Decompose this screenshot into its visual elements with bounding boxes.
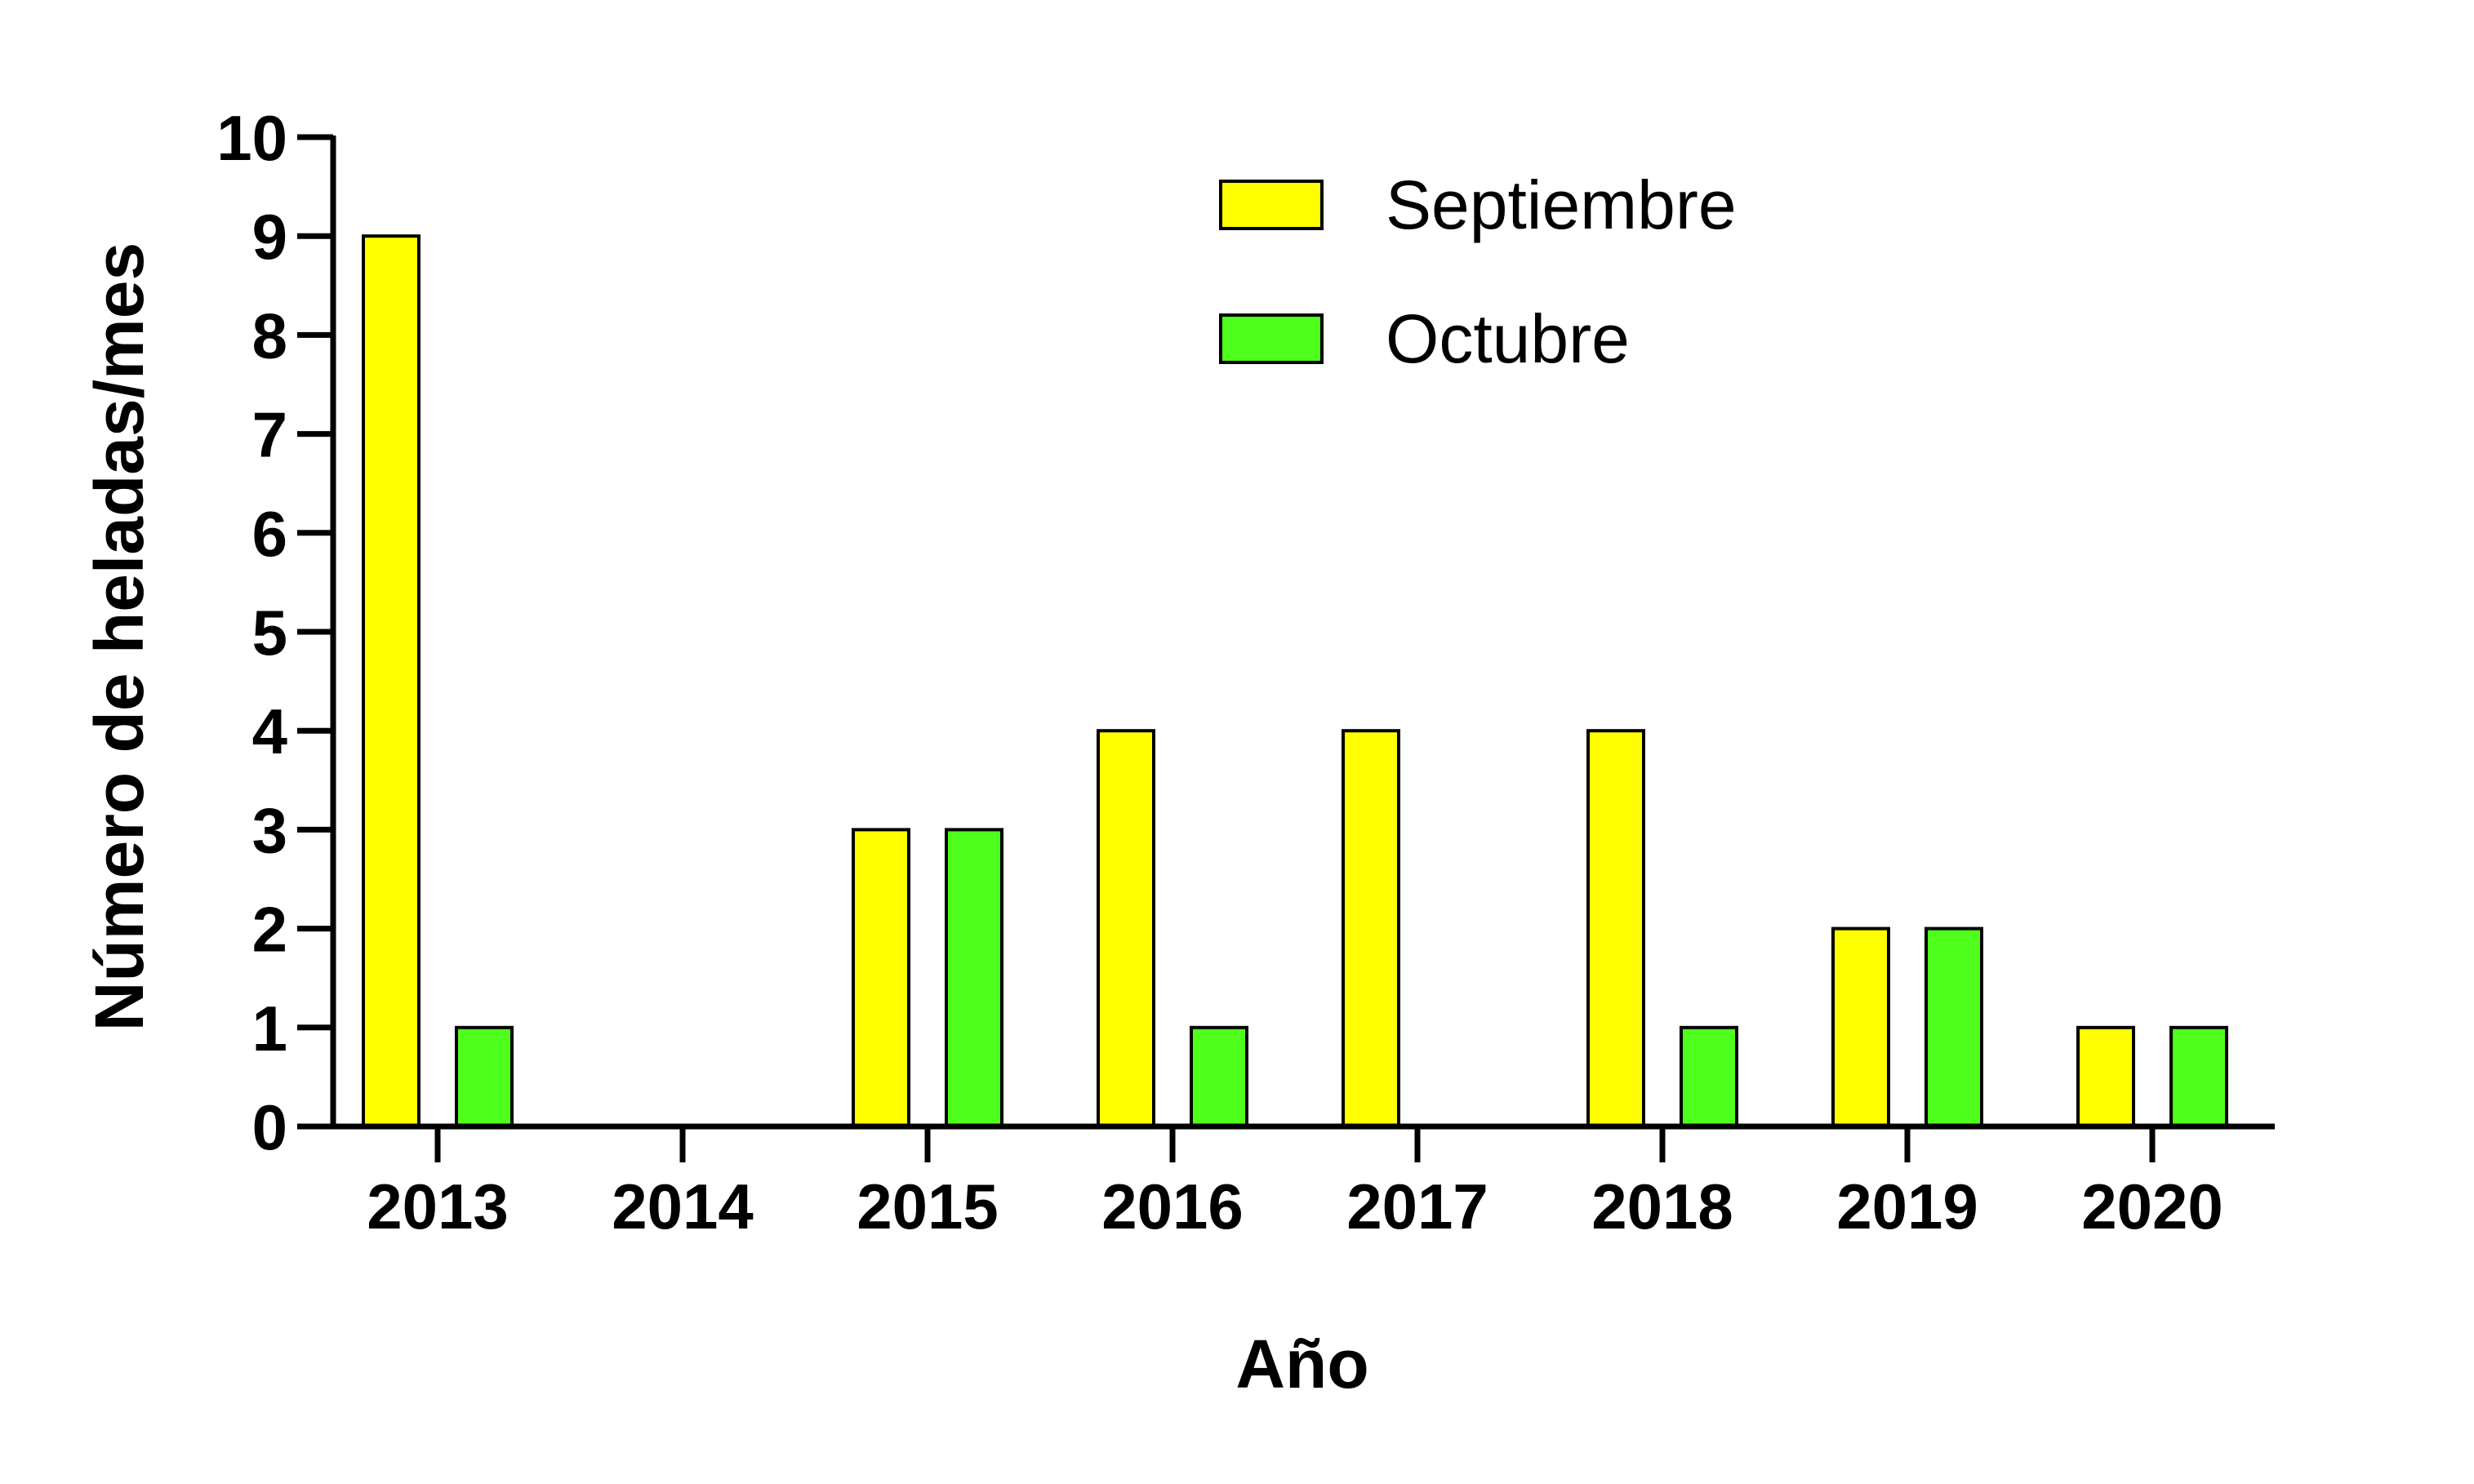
y-tick-label-6: 6	[252, 498, 287, 570]
x-tick-label-2017: 2017	[1346, 1171, 1488, 1242]
y-tick-label-5: 5	[252, 597, 287, 669]
legend-label-septiembre: Septiembre	[1386, 167, 1737, 243]
legend-swatch-septiembre	[1219, 180, 1324, 230]
bar-septiembre-2020	[2076, 1025, 2135, 1129]
bar-septiembre-2019	[1831, 926, 1890, 1128]
y-tick-label-9: 9	[252, 201, 287, 273]
x-tick-label-2013: 2013	[367, 1171, 509, 1242]
bar-octubre-2015	[945, 828, 1003, 1129]
bar-septiembre-2017	[1342, 729, 1400, 1128]
bar-octubre-2018	[1680, 1025, 1738, 1129]
x-tick-label-2019: 2019	[1836, 1171, 1978, 1242]
legend-swatch-octubre	[1219, 313, 1324, 364]
bar-septiembre-2015	[852, 828, 910, 1129]
axes-layer: 0 1 2 3 4 5 6 7 8 9 10 2013 2014 2015 2016 2017 2018 2019…	[216, 102, 2275, 1242]
y-tick-label-1: 1	[252, 993, 287, 1064]
bar-octubre-2020	[2169, 1025, 2228, 1129]
y-tick-label-3: 3	[252, 794, 287, 866]
bar-octubre-2019	[1924, 926, 1983, 1128]
y-tick-label-2: 2	[252, 894, 287, 966]
bar-septiembre-2016	[1097, 729, 1155, 1128]
x-axis-title: Año	[1235, 1326, 1368, 1402]
bar-septiembre-2018	[1586, 729, 1645, 1128]
legend: Septiembre Octubre	[1219, 167, 1737, 377]
y-tick-label-10: 10	[216, 102, 287, 174]
y-tick-label-4: 4	[252, 695, 287, 767]
y-tick-label-8: 8	[252, 300, 287, 371]
x-tick-label-2014: 2014	[612, 1171, 754, 1242]
y-axis-title: Número de heladas/mes	[81, 242, 158, 1031]
bars-layer	[362, 234, 2228, 1129]
x-tick-label-2018: 2018	[1591, 1171, 1733, 1242]
y-tick-label-0: 0	[252, 1091, 287, 1163]
x-tick-label-2016: 2016	[1101, 1171, 1244, 1242]
bar-septiembre-2013	[362, 234, 420, 1129]
x-tick-label-2015: 2015	[857, 1171, 999, 1242]
bar-octubre-2013	[455, 1025, 514, 1129]
legend-label-octubre: Octubre	[1386, 300, 1630, 377]
x-tick-label-2020: 2020	[2081, 1171, 2223, 1242]
bar-octubre-2016	[1190, 1025, 1248, 1129]
y-tick-label-7: 7	[252, 399, 287, 471]
